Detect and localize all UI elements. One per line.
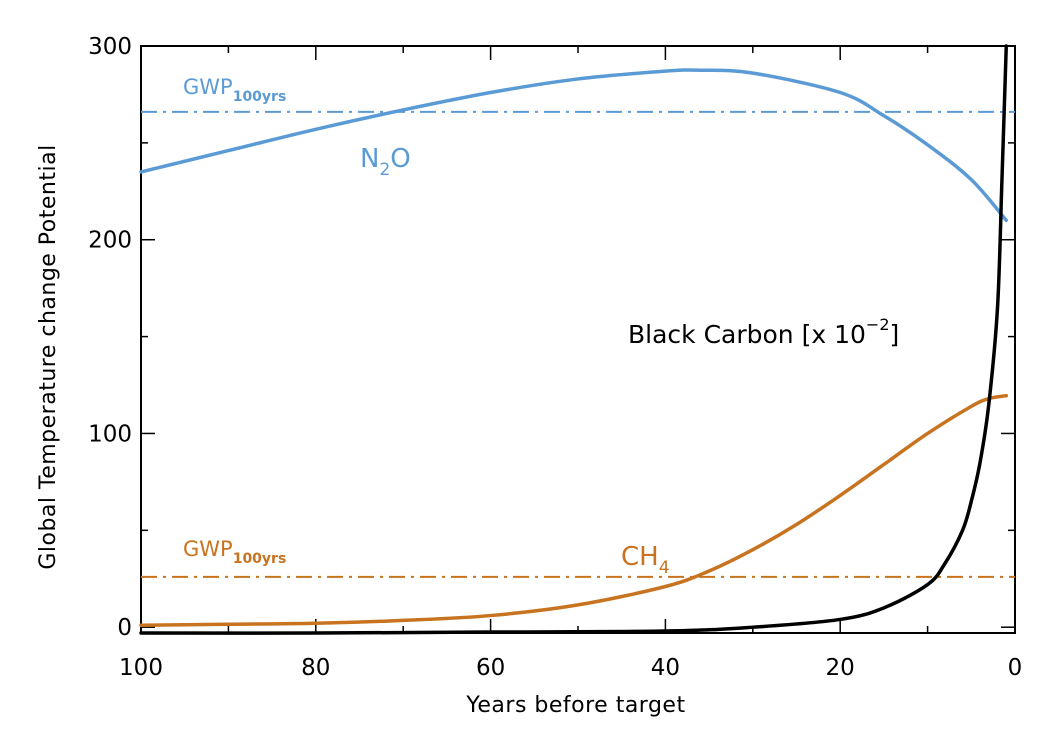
black-carbon-label: Black Carbon [x 10−2] [628,315,899,349]
ch4-label: CH4 [621,542,670,578]
x-tick-label: 40 [651,655,680,681]
ch4-line [139,393,1009,627]
n2o-line [139,68,1009,223]
x-tick-label: 80 [301,655,330,681]
x-axis-title: Years before target [465,693,685,718]
x-tick-label: 60 [476,655,505,681]
y-tick-label: 200 [88,228,132,254]
x-tick-label: 0 [1008,655,1023,681]
axis-ticks [140,45,1016,633]
x-tick-label: 20 [826,655,855,681]
y-tick-label: 300 [88,34,132,60]
plot-border [140,45,1016,634]
n2o-label: N2O [360,144,411,180]
gwp-label-ch4: GWP100yrs [183,537,286,567]
black-carbon-line [139,44,1009,635]
y-tick-label: 100 [88,421,132,447]
x-tick-label: 100 [119,655,163,681]
series-lines [139,44,1009,635]
y-tick-label: 0 [117,615,132,641]
gwp-label-n2o: GWP100yrs [183,75,286,105]
plot-frame [140,45,1016,634]
y-axis-title: Global Temperature change Potential [36,144,61,569]
reference-lines [141,110,1015,578]
